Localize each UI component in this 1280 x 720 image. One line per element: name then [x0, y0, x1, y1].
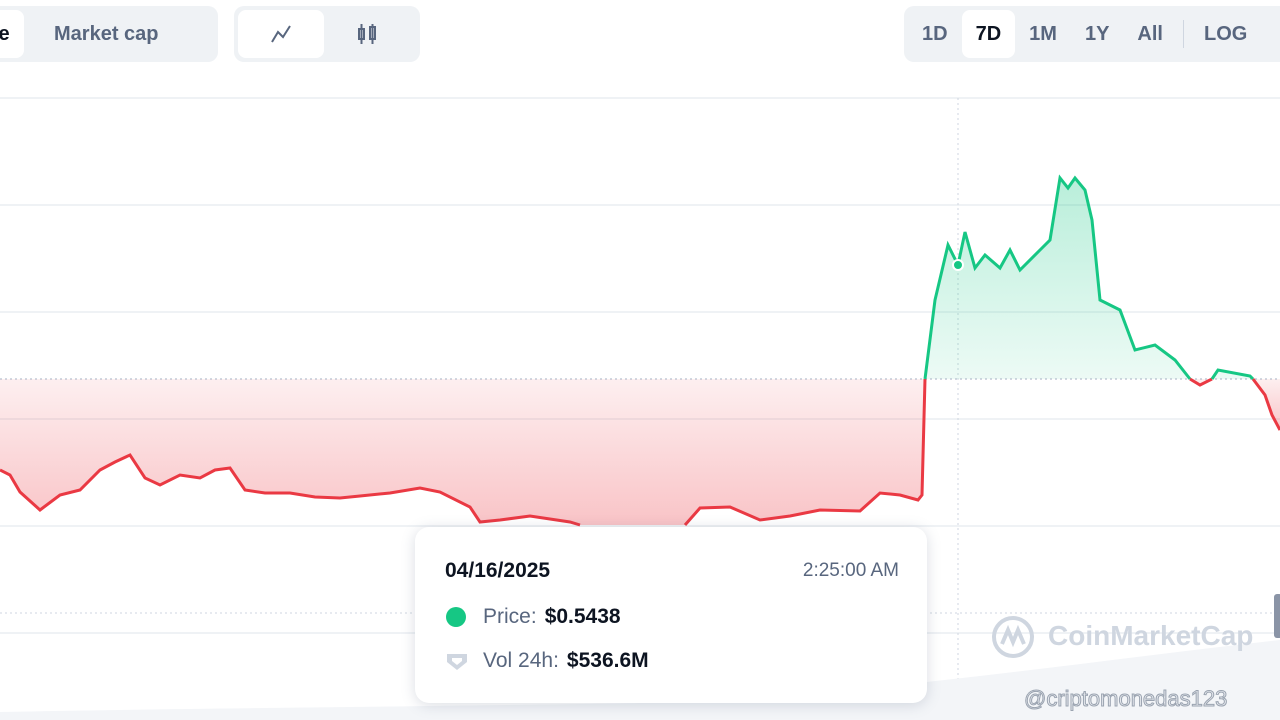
candle-chart-button[interactable] [324, 10, 410, 58]
range-button[interactable]: 1Y [1084, 22, 1110, 45]
cmc-logo [992, 616, 1034, 658]
price-line [0, 453, 581, 527]
price-line [1189, 377, 1213, 387]
range-button[interactable]: All [1137, 22, 1163, 45]
scroll-handle[interactable] [1274, 594, 1280, 638]
price-dot [446, 607, 466, 627]
volume-value: $536.6M [566, 649, 649, 672]
red-area [1190, 379, 1280, 430]
hover-point [952, 259, 964, 271]
line-chart-button[interactable] [238, 10, 324, 58]
volume-row: Vol 24h: $536.6M [445, 649, 649, 673]
tooltip-time: 2:25:00 AM [802, 560, 899, 581]
range-button[interactable]: 1D [922, 22, 948, 45]
price-row: Price: $0.5438 [445, 605, 621, 629]
range-toggle: 1D 7D 1M 1Y All LOG [904, 6, 1280, 62]
price-label: Price: [483, 605, 537, 628]
volume-icon [447, 654, 467, 670]
candle-icon [358, 24, 376, 44]
green-area [925, 178, 1253, 379]
price-value: $0.5438 [544, 605, 621, 628]
red-area [0, 379, 925, 525]
price-line [1210, 368, 1255, 381]
market-cap-tab[interactable]: Market cap [54, 22, 159, 45]
price-line [683, 378, 927, 526]
metric-toggle: e Market cap [0, 6, 218, 62]
range-button[interactable]: 7D [961, 10, 1016, 58]
separator [1182, 20, 1184, 48]
handle: @criptomonedas123 [1023, 686, 1228, 712]
volume-area [0, 640, 1280, 720]
chart-type-toggle [234, 6, 420, 62]
price-line [1251, 378, 1280, 431]
watermark: CoinMarketCap [1048, 620, 1254, 651]
range-button[interactable]: 1M [1029, 22, 1057, 45]
price-line [923, 174, 1192, 380]
volume-label: Vol 24h: [483, 649, 559, 672]
tooltip: 04/16/2025 2:25:00 AM Price: $0.5438 Vol… [415, 527, 927, 703]
tooltip-date: 04/16/2025 [445, 559, 551, 582]
line-icon [271, 25, 291, 43]
price-tab[interactable]: e [0, 10, 24, 58]
range-button[interactable]: LOG [1203, 22, 1248, 45]
